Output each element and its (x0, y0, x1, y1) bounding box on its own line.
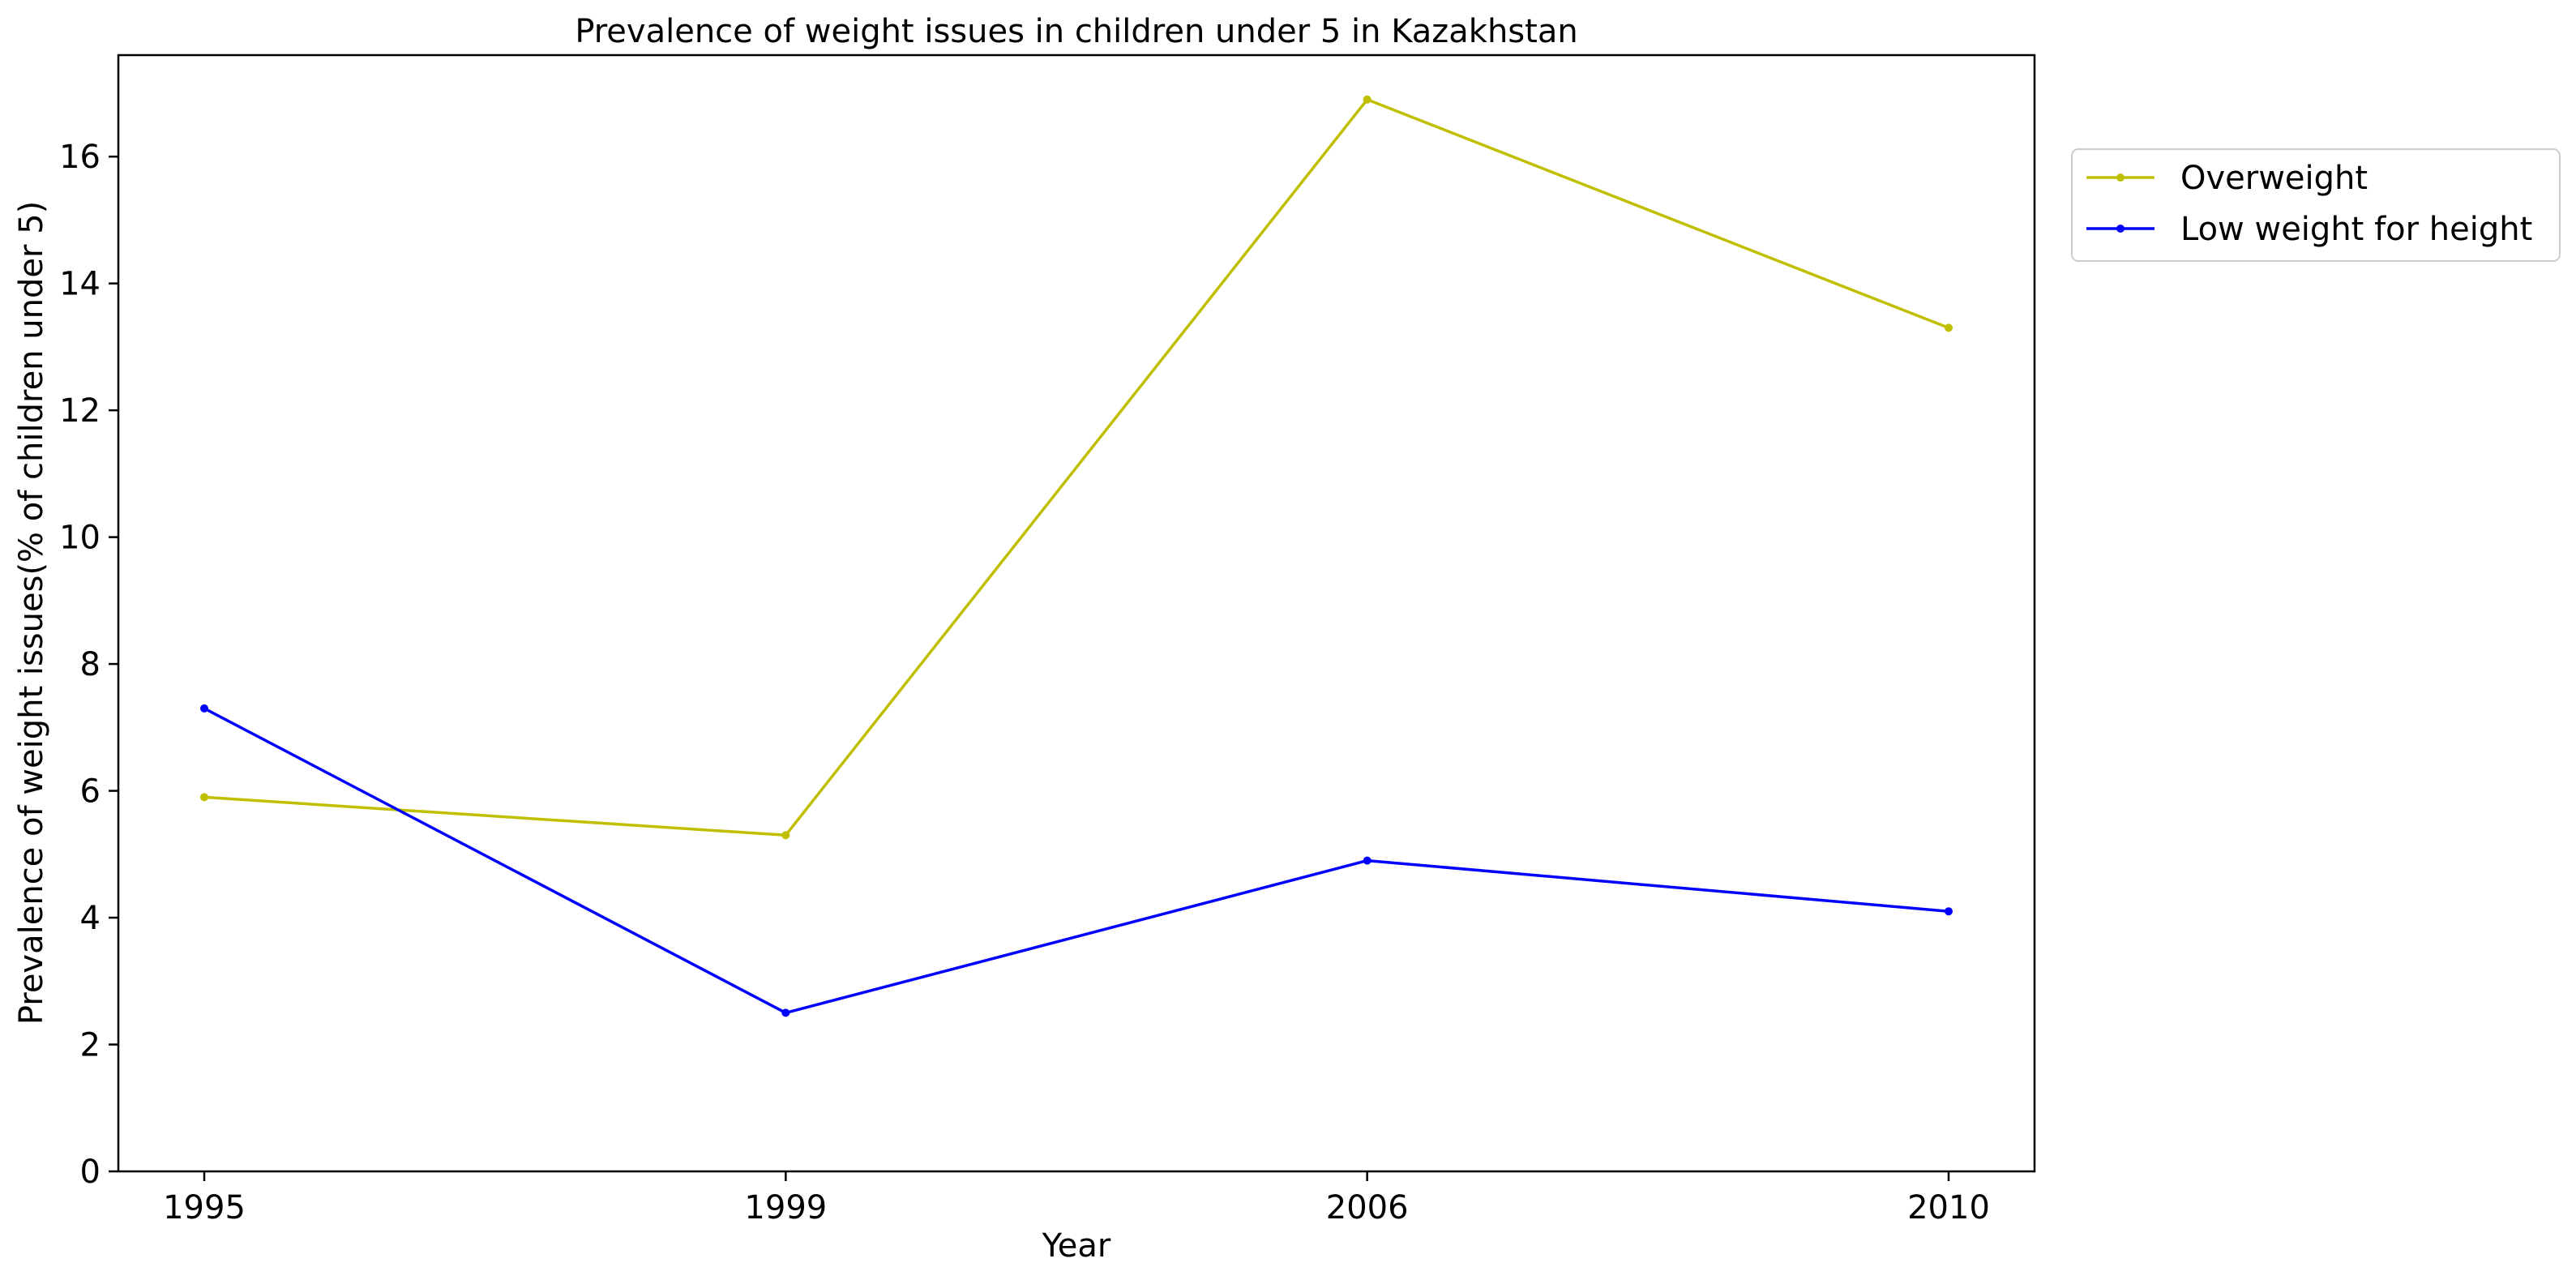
y-tick-label: 6 (80, 773, 101, 811)
series-line-1 (203, 707, 1949, 1015)
legend-marker (2116, 225, 2125, 233)
y-tick-label: 8 (80, 646, 101, 683)
y-tick-label: 16 (59, 139, 101, 176)
legend-marker (2116, 173, 2125, 182)
series-line-0 (203, 98, 1949, 837)
legend-label: Low weight for height (2180, 211, 2532, 248)
y-tick-label: 2 (80, 1027, 101, 1064)
data-point (1945, 907, 1953, 916)
x-tick-label: 2006 (1326, 1189, 1409, 1226)
legend-entries: Overweight Low weight for height (2086, 160, 2532, 248)
data-point (200, 704, 208, 713)
legend-box (2071, 148, 2561, 262)
legend-label: Overweight (2180, 160, 2368, 197)
data-point (1945, 323, 1953, 332)
x-tick-label: 2010 (1907, 1189, 1990, 1226)
data-point (781, 1008, 790, 1017)
data-point (781, 831, 790, 840)
y-tick-label: 4 (80, 900, 101, 937)
y-axis-label: Prevalence of weight issues(% of childre… (13, 201, 50, 1025)
x-tick-label: 1999 (744, 1189, 827, 1226)
plot-frame (117, 54, 2036, 1173)
y-tick-label: 0 (80, 1154, 101, 1191)
plot-area (200, 95, 1953, 1017)
data-point (1363, 95, 1371, 104)
x-axis-label: Year (1042, 1227, 1111, 1265)
data-point (200, 793, 208, 802)
y-tick-label: 14 (59, 266, 101, 303)
chart-title: Prevalence of weight issues in children … (575, 13, 1577, 50)
y-tick-label: 10 (59, 520, 101, 557)
data-point (1363, 856, 1371, 865)
y-axis-ticks: 0 2 4 6 8 10 12 14 16 (59, 139, 118, 1191)
x-tick-label: 1995 (163, 1189, 246, 1226)
x-axis-ticks: 1995 1999 2006 2010 (163, 1171, 1990, 1226)
legend: Overweight Low weight for height (2071, 148, 2561, 262)
y-tick-label: 12 (59, 392, 101, 430)
